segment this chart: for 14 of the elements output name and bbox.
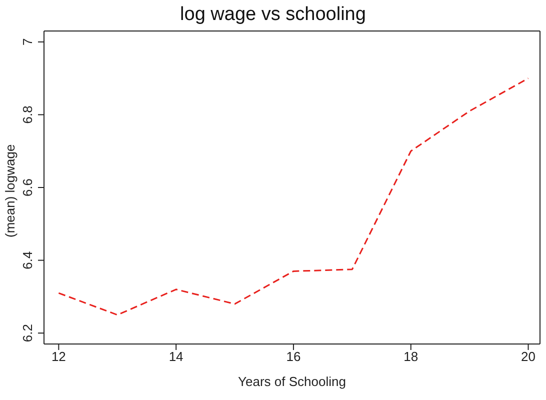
x-tick-label: 14 <box>168 349 184 364</box>
y-tick-label: 6.2 <box>20 324 35 342</box>
x-tick-label: 20 <box>521 349 536 364</box>
y-tick-label: 6.6 <box>20 178 35 197</box>
y-tick-label: 6.8 <box>20 106 35 124</box>
y-tick-label: 7 <box>20 38 35 46</box>
x-tick-label: 12 <box>51 349 66 364</box>
x-tick-label: 18 <box>404 349 418 364</box>
x-tick-label: 16 <box>286 349 301 364</box>
y-tick-label: 6.4 <box>20 251 35 270</box>
chart-title: log wage vs schooling <box>179 3 367 27</box>
line-series <box>58 78 530 316</box>
x-axis-title: Years of Schooling <box>238 374 346 389</box>
y-axis-title: (mean) logwage <box>2 144 18 238</box>
